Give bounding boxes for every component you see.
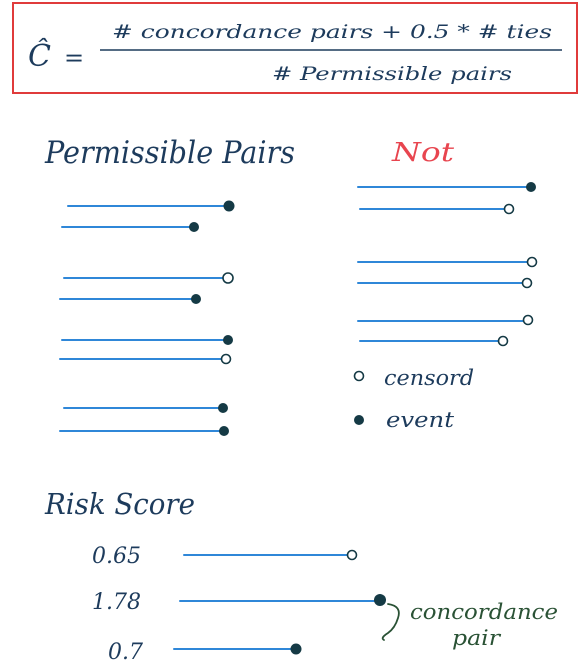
risk-row-1: 0.65 [92,544,358,569]
not-permissible-pair-3 [357,314,534,347]
formula-lhs: Ĉ [28,38,51,74]
censored-dot [222,272,234,284]
legend-censored-label: censord [384,366,474,390]
not-permissible-pair-2 [357,256,538,289]
risk-rows: 0.65 1.78 0.7 [92,544,386,665]
legend-event-label: event [386,408,455,432]
permissible-pair-1 [61,200,235,232]
concordance-label-line1: concordance [410,600,558,624]
event-dot [223,200,235,212]
not-permissible-pairs-group [357,182,538,347]
permissible-pair-4 [59,403,229,436]
permissible-pair-3 [59,335,233,365]
event-dot [223,335,233,345]
formula-denominator: # Permissible pairs [272,63,512,85]
censored-dot [521,277,533,289]
formula-equals: = [64,44,84,72]
risk-score-value: 1.78 [92,590,141,615]
censored-dot [503,203,515,215]
event-dot [219,426,229,436]
legend: censord event [353,366,474,432]
not-permissible-title: Not [391,138,455,168]
concordance-annotation: concordance pair [381,600,558,650]
event-dot [189,222,199,232]
censored-dot [220,353,232,365]
event-dot [290,643,302,655]
risk-score-title: Risk Score [44,487,195,521]
brace-icon [381,603,400,641]
censored-dot [522,314,534,326]
risk-row-2: 1.78 [92,590,386,615]
event-dot [191,294,201,304]
permissible-pairs-title: Permissible Pairs [44,135,295,171]
risk-row-3: 0.7 [108,640,302,665]
censored-dot [526,256,538,268]
formula-numerator: # concordance pairs + 0.5 * # ties [112,21,552,43]
legend-event-icon [354,415,364,425]
concordance-label-line2: pair [452,626,502,650]
event-dot [526,182,536,192]
permissible-pair-2 [59,272,234,304]
formula-border [12,2,578,94]
event-dot [218,403,228,413]
event-dot [374,594,386,606]
censored-dot [346,549,358,561]
risk-score-value: 0.7 [108,640,143,665]
risk-score-value: 0.65 [92,544,141,569]
permissible-pairs-group [59,200,235,436]
legend-censored-icon [353,370,365,382]
not-permissible-pair-1 [357,182,536,215]
censored-dot [497,335,509,347]
formula-box: Ĉ = # concordance pairs + 0.5 * # ties #… [12,2,578,94]
